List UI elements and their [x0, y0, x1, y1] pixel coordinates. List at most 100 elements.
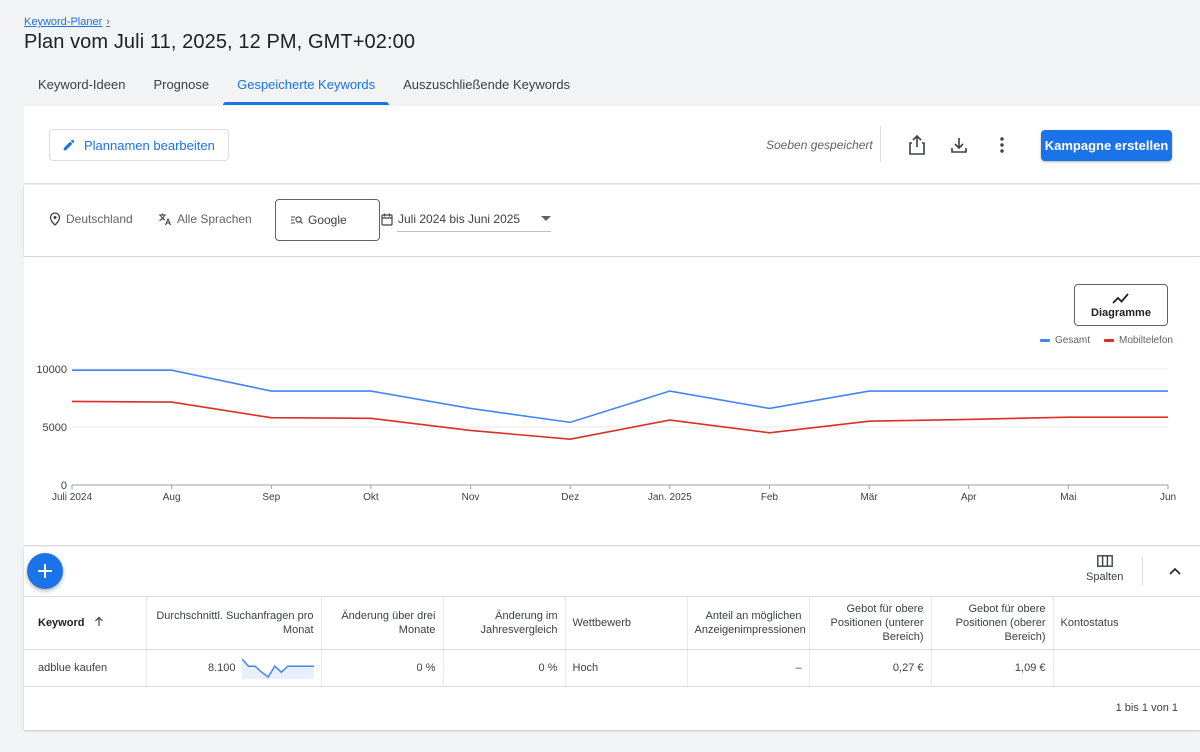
pagination-info: 1 bis 1 von 1 [1115, 702, 1178, 714]
x-tick-label-1: Aug [163, 492, 181, 503]
header-competition[interactable]: Wettbewerb [564, 596, 687, 650]
x-tick-label-0: Juli 2024 [52, 492, 92, 503]
chart-legend: Gesamt Mobiltelefon [1040, 335, 1173, 346]
header-keyword-label: Keyword [38, 617, 85, 629]
y-tick-label-1: 5000 [43, 422, 67, 434]
table-header-row: Keyword Durchschnittl. Suchanfragen pro … [24, 596, 1200, 650]
trend-sparkline [241, 658, 314, 679]
edit-plan-name-label: Plannamen bearbeiten [84, 137, 215, 153]
create-campaign-button[interactable]: Kampagne erstellen [1041, 130, 1172, 161]
table-row[interactable]: adblue kaufen 8.100 0 % 0 % Hoch – 0,27 … [24, 649, 1200, 687]
x-tick-label-7: Feb [761, 492, 779, 503]
plan-toolbar: Plannamen bearbeiten Soeben gespeichert … [24, 106, 1200, 184]
tab-negative-keywords[interactable]: Auszuschließende Keywords [403, 77, 571, 92]
cell-impression-share: – [686, 649, 809, 687]
avg-searches-value: 8.100 [207, 662, 236, 674]
share-button[interactable] [905, 133, 929, 157]
date-range-select[interactable]: Juli 2024 bis Juni 2025 [381, 212, 552, 232]
x-tick-label-5: Dez [561, 492, 579, 503]
cell-keyword[interactable]: adblue kaufen [24, 649, 146, 687]
more-options-button[interactable] [990, 133, 1014, 157]
cell-bid-low: 0,27 € [808, 649, 931, 687]
x-tick-label-2: Sep [262, 492, 280, 503]
download-icon [951, 138, 967, 153]
language-label: Alle Sprachen [177, 212, 252, 226]
tab-bar: Keyword-Ideen Prognose Gespeicherte Keyw… [24, 66, 584, 106]
add-keyword-button[interactable] [27, 553, 63, 589]
tab-keyword-ideas[interactable]: Keyword-Ideen [38, 77, 126, 92]
edit-plan-name-button[interactable]: Plannamen bearbeiten [49, 129, 229, 161]
location-filter[interactable]: Deutschland [49, 212, 133, 226]
keyword-table-panel: Spalten Keyword Durchschnittl. Suchanfra… [24, 547, 1200, 730]
x-tick-label-11: Jun [1160, 492, 1176, 503]
columns-button[interactable]: Spalten [1086, 555, 1123, 583]
header-avg-searches[interactable]: Durchschnittl. Suchanfragen pro Monat [145, 596, 321, 650]
breadcrumb-link[interactable]: Keyword-Planer [24, 16, 103, 28]
language-filter[interactable]: Alle Sprachen [158, 212, 252, 226]
header-impression-share[interactable]: Anteil an möglichen Anzeigenimpressionen [686, 596, 809, 650]
columns-label: Spalten [1086, 571, 1124, 583]
trend-chart: 0 5000 10000 Juli 2024 Aug Sep Okt Nov Dez Jan. 2… [36, 364, 1176, 503]
plus-icon [38, 564, 52, 578]
series-line-0 [72, 369, 1168, 424]
x-tick-label-8: Mär [860, 492, 878, 503]
legend-item-total[interactable]: Gesamt [1040, 335, 1090, 346]
calendar-icon [381, 213, 393, 226]
filter-bar: Deutschland Alle Sprachen Google Juli 20… [24, 185, 1200, 256]
network-label: Google [308, 213, 347, 227]
dropdown-arrow-icon [541, 216, 552, 221]
location-pin-icon [49, 212, 61, 226]
cell-avg-searches: 8.100 [145, 649, 321, 687]
cell-competition: Hoch [564, 649, 687, 687]
network-filter[interactable]: Google [275, 199, 380, 241]
header-three-month-change[interactable]: Änderung über drei Monate [320, 596, 443, 650]
header-account-status[interactable]: Kontostatus [1052, 596, 1200, 650]
date-range-underline [397, 231, 551, 232]
collapse-button[interactable] [1165, 561, 1185, 581]
keyword-table: Keyword Durchschnittl. Suchanfragen pro … [24, 596, 1200, 687]
charts-button-label: Diagramme [1091, 306, 1151, 319]
cell-account-status [1052, 649, 1200, 687]
legend-swatch-mobile [1104, 339, 1115, 342]
sparkline-area [241, 659, 314, 679]
date-range-label: Juli 2024 bis Juni 2025 [398, 212, 521, 226]
chevron-right-icon: › [106, 16, 110, 28]
search-network-icon [291, 216, 303, 224]
translate-icon [159, 213, 172, 226]
location-label: Deutschland [66, 212, 133, 226]
sparkline-line [241, 658, 314, 679]
share-icon [909, 135, 925, 155]
page-title: Plan vom Juli 11, 2025, 12 PM, GMT+02:00 [24, 31, 416, 53]
chart-panel: 0 5000 10000 Juli 2024 Aug Sep Okt Nov Dez Jan. 2… [24, 257, 1200, 546]
x-tick-label-9: Apr [961, 492, 977, 503]
download-button[interactable] [947, 133, 971, 157]
series-line-1 [71, 400, 1168, 440]
arrow-up-icon [94, 616, 103, 626]
more-vert-icon [1000, 137, 1004, 153]
legend-item-mobile[interactable]: Mobiltelefon [1104, 335, 1173, 346]
header-yoy-change[interactable]: Änderung im Jahresvergleich [442, 596, 565, 650]
header-keyword[interactable]: Keyword [24, 596, 146, 650]
x-tick-label-6: Jan. 2025 [648, 492, 692, 503]
breadcrumb[interactable]: Keyword-Planer › [24, 16, 110, 28]
pencil-icon [63, 139, 75, 151]
x-tick-label-10: Mai [1060, 492, 1076, 503]
header-bid-low[interactable]: Gebot für obere Positionen (unterer Bere… [808, 596, 931, 650]
charts-button[interactable]: Diagramme [1074, 284, 1168, 326]
save-status: Soeben gespeichert [766, 138, 873, 152]
cell-yoy-change: 0 % [442, 649, 565, 687]
toolbar-divider [880, 126, 881, 162]
trending-up-icon [1112, 292, 1129, 304]
x-tick-label-3: Okt [363, 492, 379, 503]
header-bid-high[interactable]: Gebot für obere Positionen (oberer Berei… [930, 596, 1053, 650]
legend-swatch-total [1040, 339, 1050, 342]
legend-label-total: Gesamt [1055, 335, 1091, 346]
y-tick-label-0: 0 [61, 480, 67, 492]
tab-saved-keywords[interactable]: Gespeicherte Keywords [223, 66, 390, 105]
cell-three-month-change: 0 % [320, 649, 443, 687]
chevron-up-icon [1169, 567, 1181, 575]
y-tick-label-2: 10000 [36, 364, 67, 376]
cell-bid-high: 1,09 € [930, 649, 1053, 687]
columns-icon [1096, 555, 1113, 567]
tab-forecast[interactable]: Prognose [153, 77, 210, 92]
